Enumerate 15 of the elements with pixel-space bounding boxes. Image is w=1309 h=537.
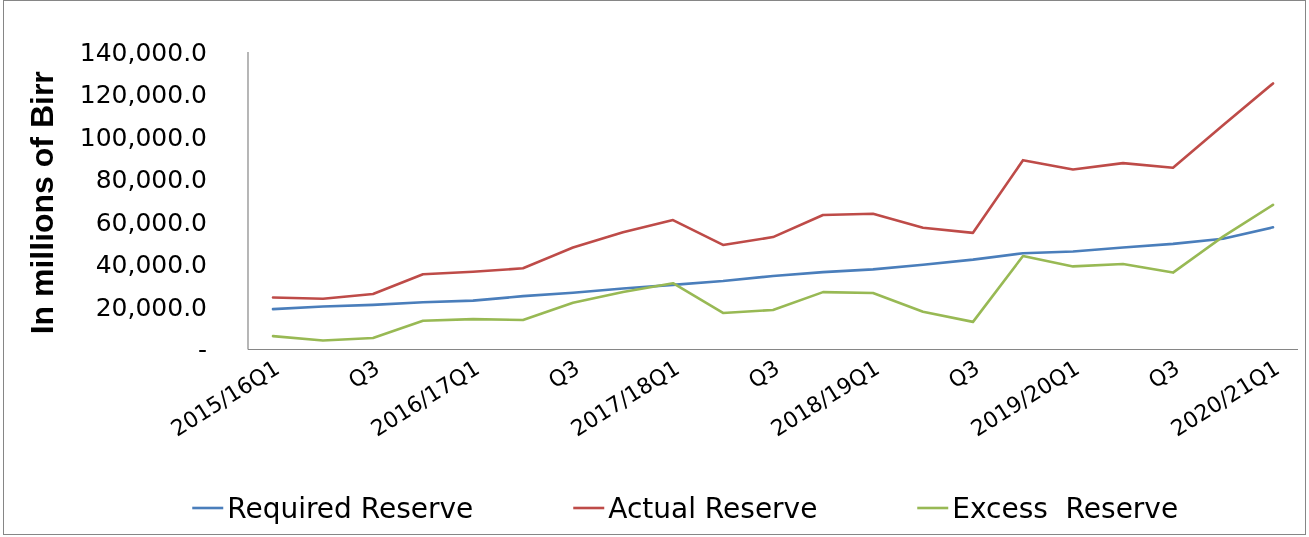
legend-label: Required Reserve (227, 491, 474, 525)
legend-label: Excess Reserve (952, 491, 1179, 525)
y-tick-label: 140,000.0 (79, 37, 207, 67)
legend-label: Actual Reserve (608, 491, 818, 525)
y-tick-label: 100,000.0 (79, 122, 207, 152)
y-tick-label: - (197, 335, 207, 365)
line-series (271, 226, 1275, 311)
line-series (271, 203, 1275, 342)
y-tick-label: 80,000.0 (95, 165, 207, 195)
y-tick-label: 20,000.0 (95, 292, 207, 322)
line-series (271, 82, 1275, 301)
y-tick-label: 60,000.0 (95, 207, 207, 237)
y-axis-title: In millions of Birr (24, 71, 61, 335)
y-tick-label: 120,000.0 (79, 80, 207, 110)
y-tick-label: 40,000.0 (95, 250, 207, 280)
